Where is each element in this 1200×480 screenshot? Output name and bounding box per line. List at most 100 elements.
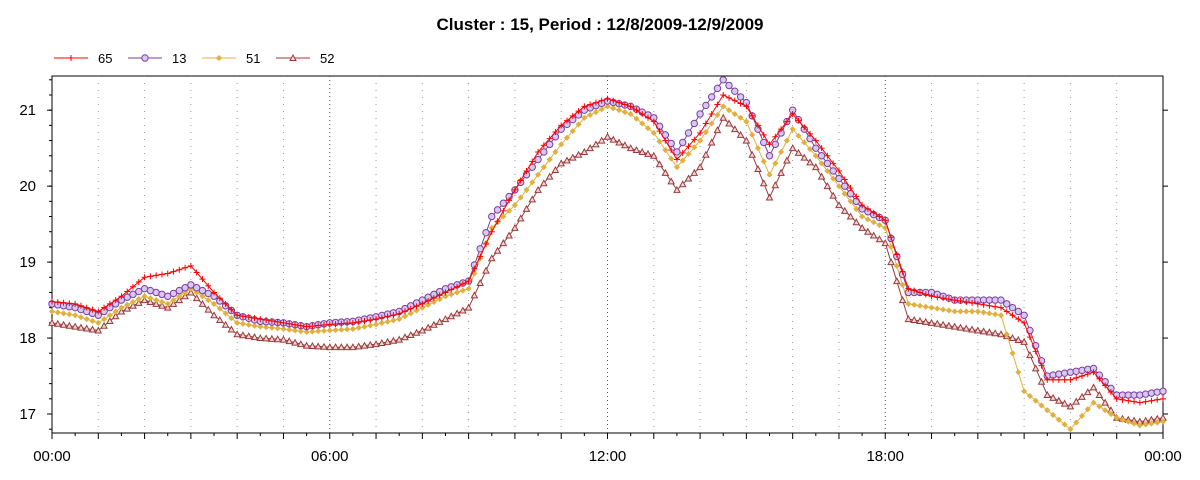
data-point [823,182,832,190]
data-point [534,171,542,178]
data-point [192,294,201,302]
data-point [754,145,762,152]
data-point [609,135,618,143]
data-point [1089,383,1098,391]
data-point [621,109,628,116]
data-point [383,337,392,345]
data-point [436,292,443,299]
data-point [517,194,524,201]
data-point [407,305,414,312]
data-point [852,218,861,226]
data-point [326,321,333,328]
data-point [118,293,125,300]
data-point [268,324,275,331]
data-point [610,97,617,104]
data-point [274,318,281,325]
data-point [1032,348,1039,355]
data-point [152,299,160,307]
data-point [325,343,334,351]
data-point [1102,382,1109,389]
data-point [713,126,722,134]
data-point [500,207,507,214]
legend-item-65: 65 [54,51,112,66]
data-point [396,310,403,317]
data-point [841,182,849,190]
data-point [783,137,790,144]
legend-item-13: 13 [128,51,186,66]
data-point [129,301,137,309]
data-point [163,303,172,311]
data-point [736,130,745,138]
data-point [545,172,554,180]
data-point [662,146,669,154]
data-point [904,315,913,323]
data-point [53,319,62,327]
legend-label: 13 [172,51,186,66]
data-point [992,303,999,310]
data-point [759,179,768,187]
data-point [49,298,55,305]
data-point [534,155,542,164]
data-point [772,160,779,167]
data-point [580,147,589,155]
data-point [835,174,843,183]
data-point [297,322,304,329]
data-point [997,330,1005,338]
data-point [968,308,976,315]
data-point [245,321,252,328]
data-point [1136,399,1143,406]
data-point [245,314,252,321]
data-point [187,288,195,296]
data-point [558,122,565,129]
data-point [286,326,293,333]
data-point [401,308,408,315]
data-point [668,147,675,154]
data-point [616,107,623,114]
data-point [506,197,513,204]
data-point [1014,307,1023,316]
data-point [667,177,675,185]
data-point [945,321,953,329]
data-point [1084,371,1091,378]
data-point [1090,399,1097,406]
data-point [332,327,339,334]
data-point [1090,369,1097,376]
data-point [610,105,617,112]
data-point [493,246,502,254]
data-point [355,318,362,325]
data-point [749,112,756,119]
data-point [205,297,212,304]
data-point [210,311,218,319]
data-point [702,150,710,158]
data-point [749,131,756,138]
data-point [424,323,432,331]
data-point [268,317,275,324]
data-point [1119,396,1126,403]
data-point [841,190,848,197]
legend-label: 52 [320,51,334,66]
data-point [182,289,189,296]
data-point [940,306,947,313]
data-point [1159,418,1167,425]
data-point [401,313,409,320]
series-52 [48,113,1167,425]
data-point [140,296,149,304]
data-point [535,148,542,155]
data-point [963,308,970,315]
data-point [280,319,287,326]
data-point [511,202,518,209]
data-point [82,324,91,332]
data-point [396,315,403,323]
data-point [506,207,513,214]
data-point [806,158,814,166]
data-point [447,312,456,320]
data-point [679,138,687,147]
data-point [997,312,1005,319]
data-point [696,163,704,171]
data-point [233,330,242,338]
data-point [458,306,467,314]
data-point [529,158,536,165]
data-point [198,299,207,307]
data-point [511,186,518,193]
data-point [147,273,154,280]
